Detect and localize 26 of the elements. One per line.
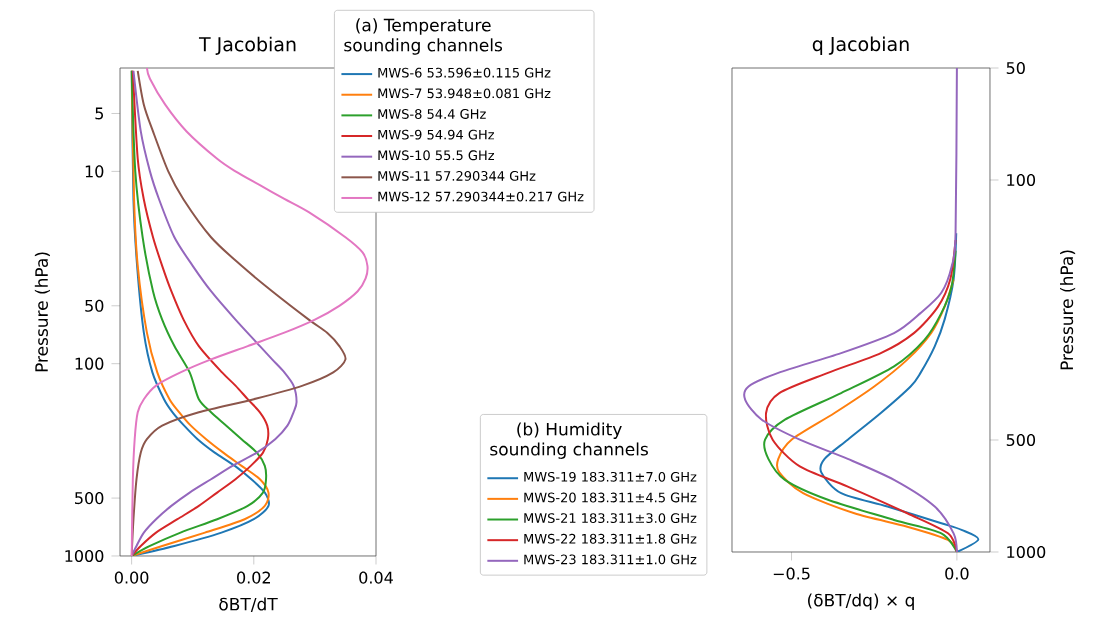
y-tick-label: 10 [85, 165, 104, 178]
y-tick-label: 500 [75, 492, 104, 505]
y-tick-label: 50 [1006, 61, 1025, 75]
x-axis-title: (δBT/dq) × q [808, 593, 914, 610]
chart-title: q Jacobian [812, 36, 909, 55]
y-axis-title: Pressure (hPa) [1060, 250, 1076, 370]
y-tick-label: 100 [1007, 173, 1036, 187]
y-tick-label: 100 [75, 357, 104, 370]
x-axis-title: δBT/dT [219, 597, 278, 612]
line-series [130, 69, 298, 556]
y-axis-title: Pressure (hPa) [34, 252, 50, 372]
x-tick-label: 0.00 [114, 571, 149, 584]
legend-title: (b) Humidity sounding channels [490, 422, 648, 459]
chart-title: T Jacobian [198, 36, 296, 55]
y-tick-label: 1000 [65, 549, 104, 563]
y-tick-label: 50 [85, 299, 104, 312]
y-tick-label: 5 [95, 107, 104, 120]
x-tick-label: −0.5 [773, 567, 810, 580]
legend-title: (a) Temperature sounding channels [344, 18, 503, 55]
y-tick-label: 500 [1006, 433, 1036, 447]
x-tick-label: 0.04 [359, 571, 393, 584]
y-tick-label: 1000 [1007, 545, 1046, 559]
line-series [819, 232, 980, 552]
x-tick-label: 0.02 [237, 571, 270, 584]
x-tick-label: 0.0 [945, 567, 969, 580]
line-series [743, 68, 958, 552]
